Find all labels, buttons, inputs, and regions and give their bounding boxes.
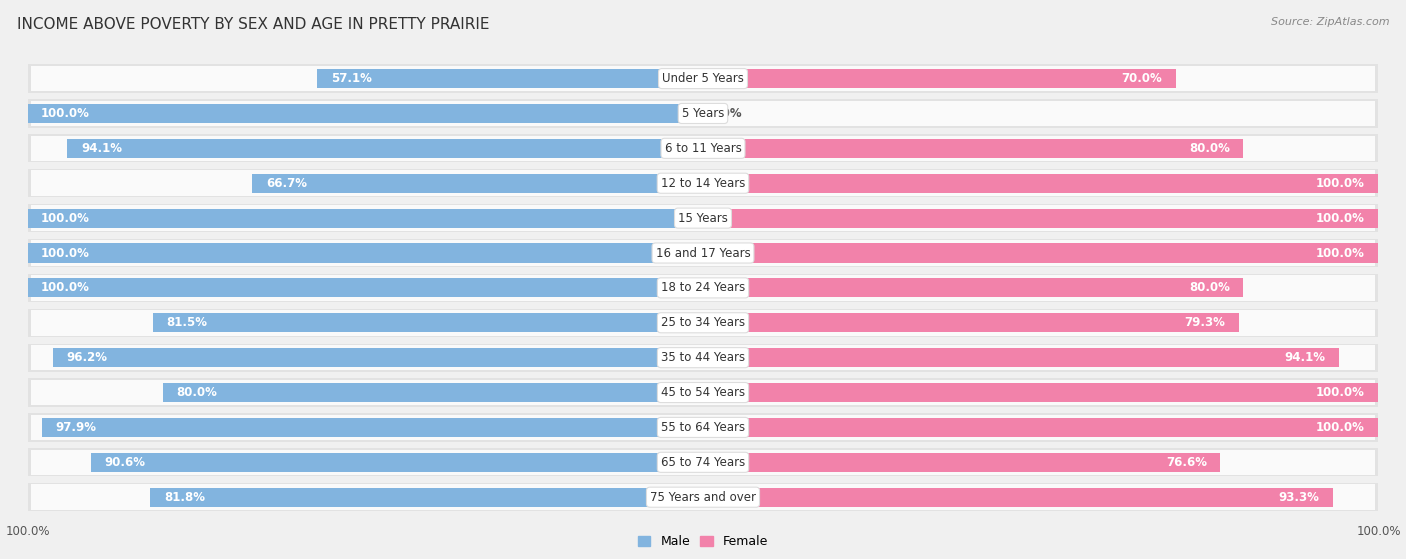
Text: 70.0%: 70.0% <box>1122 72 1163 85</box>
Bar <box>28 134 1378 163</box>
Text: 79.3%: 79.3% <box>1184 316 1225 329</box>
Text: 100.0%: 100.0% <box>1316 177 1365 190</box>
Text: Source: ZipAtlas.com: Source: ZipAtlas.com <box>1271 17 1389 27</box>
Text: 80.0%: 80.0% <box>1189 281 1230 295</box>
Bar <box>28 64 1378 93</box>
Bar <box>28 239 1378 267</box>
Bar <box>703 278 1243 297</box>
Bar <box>28 413 1378 442</box>
Text: 100.0%: 100.0% <box>1316 212 1365 225</box>
Text: 45 to 54 Years: 45 to 54 Years <box>661 386 745 399</box>
Bar <box>28 274 1378 302</box>
Bar <box>253 174 703 193</box>
Text: 100.0%: 100.0% <box>41 107 90 120</box>
Bar <box>703 243 1378 263</box>
Text: Under 5 Years: Under 5 Years <box>662 72 744 85</box>
Text: 6 to 11 Years: 6 to 11 Years <box>665 142 741 155</box>
Bar <box>28 204 1378 232</box>
Text: 75 Years and over: 75 Years and over <box>650 491 756 504</box>
Bar <box>703 383 1378 402</box>
Text: 97.9%: 97.9% <box>55 421 96 434</box>
Bar <box>31 415 1375 440</box>
Text: INCOME ABOVE POVERTY BY SEX AND AGE IN PRETTY PRAIRIE: INCOME ABOVE POVERTY BY SEX AND AGE IN P… <box>17 17 489 32</box>
Text: 66.7%: 66.7% <box>266 177 307 190</box>
Bar <box>31 170 1375 196</box>
Text: 16 and 17 Years: 16 and 17 Years <box>655 247 751 259</box>
Bar <box>67 139 703 158</box>
Text: 100.0%: 100.0% <box>1316 421 1365 434</box>
Text: 80.0%: 80.0% <box>176 386 217 399</box>
Bar <box>28 309 1378 337</box>
Text: 81.8%: 81.8% <box>165 491 205 504</box>
Text: 18 to 24 Years: 18 to 24 Years <box>661 281 745 295</box>
Bar <box>28 169 1378 197</box>
Text: 76.6%: 76.6% <box>1166 456 1206 469</box>
Text: 100.0%: 100.0% <box>41 281 90 295</box>
Bar <box>31 310 1375 335</box>
Bar <box>152 313 703 333</box>
Text: 12 to 14 Years: 12 to 14 Years <box>661 177 745 190</box>
Bar <box>28 378 1378 406</box>
Bar <box>318 69 703 88</box>
Bar <box>703 487 1333 507</box>
Bar <box>31 449 1375 475</box>
Bar <box>31 240 1375 266</box>
Bar <box>703 313 1239 333</box>
Bar <box>703 174 1378 193</box>
Bar <box>28 483 1378 511</box>
Bar <box>28 209 703 228</box>
Bar <box>42 418 703 437</box>
Text: 35 to 44 Years: 35 to 44 Years <box>661 351 745 364</box>
Bar <box>703 209 1378 228</box>
Text: 25 to 34 Years: 25 to 34 Years <box>661 316 745 329</box>
Text: 81.5%: 81.5% <box>166 316 207 329</box>
Text: 93.3%: 93.3% <box>1279 491 1320 504</box>
Bar <box>28 448 1378 476</box>
Legend: Male, Female: Male, Female <box>633 530 773 553</box>
Text: 90.6%: 90.6% <box>104 456 146 469</box>
Bar <box>163 383 703 402</box>
Text: 5 Years: 5 Years <box>682 107 724 120</box>
Text: 65 to 74 Years: 65 to 74 Years <box>661 456 745 469</box>
Bar <box>703 348 1339 367</box>
Bar <box>31 205 1375 231</box>
Text: 0.0%: 0.0% <box>710 107 742 120</box>
Text: 57.1%: 57.1% <box>330 72 371 85</box>
Bar <box>703 69 1175 88</box>
Text: 100.0%: 100.0% <box>1316 386 1365 399</box>
Bar <box>31 66 1375 91</box>
Bar <box>31 275 1375 301</box>
Bar <box>91 453 703 472</box>
Bar <box>31 485 1375 510</box>
Text: 96.2%: 96.2% <box>66 351 108 364</box>
Bar <box>53 348 703 367</box>
Text: 15 Years: 15 Years <box>678 212 728 225</box>
Text: 100.0%: 100.0% <box>41 247 90 259</box>
Bar <box>150 487 703 507</box>
Bar <box>28 344 1378 372</box>
Bar <box>31 345 1375 371</box>
Text: 55 to 64 Years: 55 to 64 Years <box>661 421 745 434</box>
Text: 94.1%: 94.1% <box>82 142 122 155</box>
Bar <box>28 100 1378 127</box>
Text: 100.0%: 100.0% <box>1316 247 1365 259</box>
Bar <box>31 136 1375 161</box>
Bar <box>703 453 1220 472</box>
Bar <box>703 418 1378 437</box>
Bar <box>28 278 703 297</box>
Text: 80.0%: 80.0% <box>1189 142 1230 155</box>
Text: 94.1%: 94.1% <box>1284 351 1324 364</box>
Bar <box>31 380 1375 405</box>
Bar <box>28 243 703 263</box>
Bar <box>703 139 1243 158</box>
Text: 100.0%: 100.0% <box>41 212 90 225</box>
Bar <box>28 104 703 123</box>
Bar <box>31 101 1375 126</box>
